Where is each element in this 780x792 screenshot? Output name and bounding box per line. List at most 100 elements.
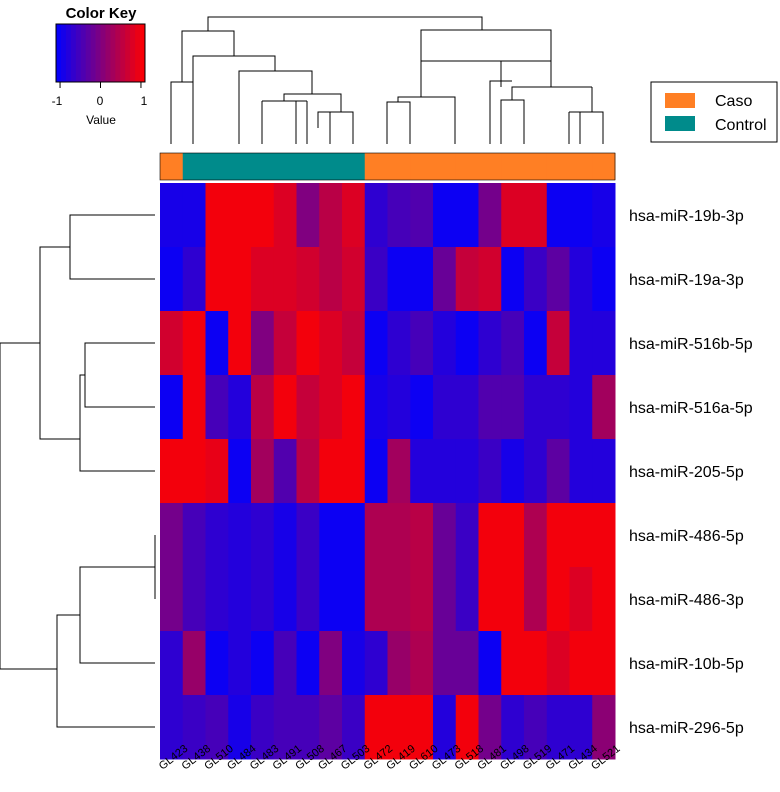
heatmap-cell [273,375,297,440]
heatmap-cell [160,311,184,376]
heatmap-cell [251,311,275,376]
column-group-cell [592,153,616,180]
heatmap-cell [319,311,343,376]
heatmap-cell [319,567,343,632]
legend-swatch-control [665,116,695,131]
column-group-cell [524,153,548,180]
column-group-cell [387,153,411,180]
heatmap-cell [319,503,343,568]
heatmap-cell [546,695,570,760]
heatmap-cell [182,695,206,760]
heatmap-cell [342,567,366,632]
heatmap-cell [569,503,593,568]
heatmap-cell [205,311,229,376]
color-key-gradient [56,24,146,82]
column-group-cell [569,153,593,180]
heatmap-cell [342,439,366,504]
legend-swatch-caso [665,93,695,108]
heatmap-cell [478,439,502,504]
row-label: hsa-miR-486-3p [629,592,744,609]
column-group-cell [160,153,184,180]
heatmap-cell [160,183,184,248]
heatmap-cell [569,183,593,248]
heatmap-cell [546,567,570,632]
row-label: hsa-miR-516a-5p [629,400,753,417]
heatmap-cell [524,183,548,248]
color-key-tick-label-max: 1 [141,94,148,108]
heatmap-cell [251,503,275,568]
heatmap-cell [251,375,275,440]
heatmap-cell [273,631,297,696]
heatmap-cell [501,503,525,568]
heatmap-cell [433,439,457,504]
heatmap-cell [342,247,366,312]
heatmap-cell [569,311,593,376]
row-label: hsa-miR-516b-5p [629,336,753,353]
heatmap-cell [228,631,252,696]
heatmap-cell [319,375,343,440]
heatmap-cell [228,311,252,376]
heatmap-cell [501,375,525,440]
heatmap-cell [205,439,229,504]
heatmap-cell [228,375,252,440]
heatmap-cell [410,439,434,504]
heatmap-cell [342,375,366,440]
heatmap-cell [160,503,184,568]
color-key-step [105,24,111,82]
heatmap-cell [433,631,457,696]
heatmap-cell [410,375,434,440]
heatmap-cell [228,183,252,248]
heatmap-cell [455,183,479,248]
heatmap-cell [546,439,570,504]
column-group-cell [251,153,275,180]
heatmap-cell [478,503,502,568]
heatmap-cell [251,183,275,248]
heatmap-cell [364,247,388,312]
heatmap-cell [592,503,616,568]
row-label: hsa-miR-296-5p [629,720,744,737]
heatmap-cell [205,375,229,440]
heatmap-cell [387,311,411,376]
column-group-cell [364,153,388,180]
column-group-cell [319,153,343,180]
heatmap-cell [228,695,252,760]
column-group-cell [273,153,297,180]
column-group-cell [296,153,320,180]
heatmap-cell [478,311,502,376]
color-key-step [65,24,72,82]
heatmap-cell [205,567,229,632]
legend: Caso Control [650,81,778,143]
heatmap-cell [296,631,320,696]
color-key: Color Key -1 0 1 Value [52,5,148,127]
heatmap-cell [251,247,275,312]
heatmap-cell [228,503,252,568]
heatmap-cell [569,439,593,504]
column-group-cell [433,153,457,180]
heatmap-cell [364,311,388,376]
heatmap-cell [160,631,184,696]
color-key-step [80,24,87,82]
color-key-ticks [59,82,142,88]
column-group-cell [478,153,502,180]
heatmap-cell [273,567,297,632]
heatmap-cell [251,631,275,696]
heatmap-cell [455,631,479,696]
heatmap-cell [273,311,297,376]
column-group-cell [342,153,366,180]
column-group-cell [205,153,229,180]
column-group-cell [182,153,206,180]
heatmap-cell [569,567,593,632]
heatmap-cell [273,503,297,568]
heatmap-cell [387,439,411,504]
color-key-xlabel: Value [86,113,116,127]
heatmap-cell [524,375,548,440]
column-group-frame [159,152,616,181]
heatmap-cell [160,439,184,504]
heatmap-cell [182,311,206,376]
heatmap-cell [501,567,525,632]
heatmap-cell [205,247,229,312]
heatmap-cell [569,247,593,312]
heatmap-cell [296,439,320,504]
row-label: hsa-miR-19b-3p [629,208,744,225]
heatmap-cell [364,439,388,504]
